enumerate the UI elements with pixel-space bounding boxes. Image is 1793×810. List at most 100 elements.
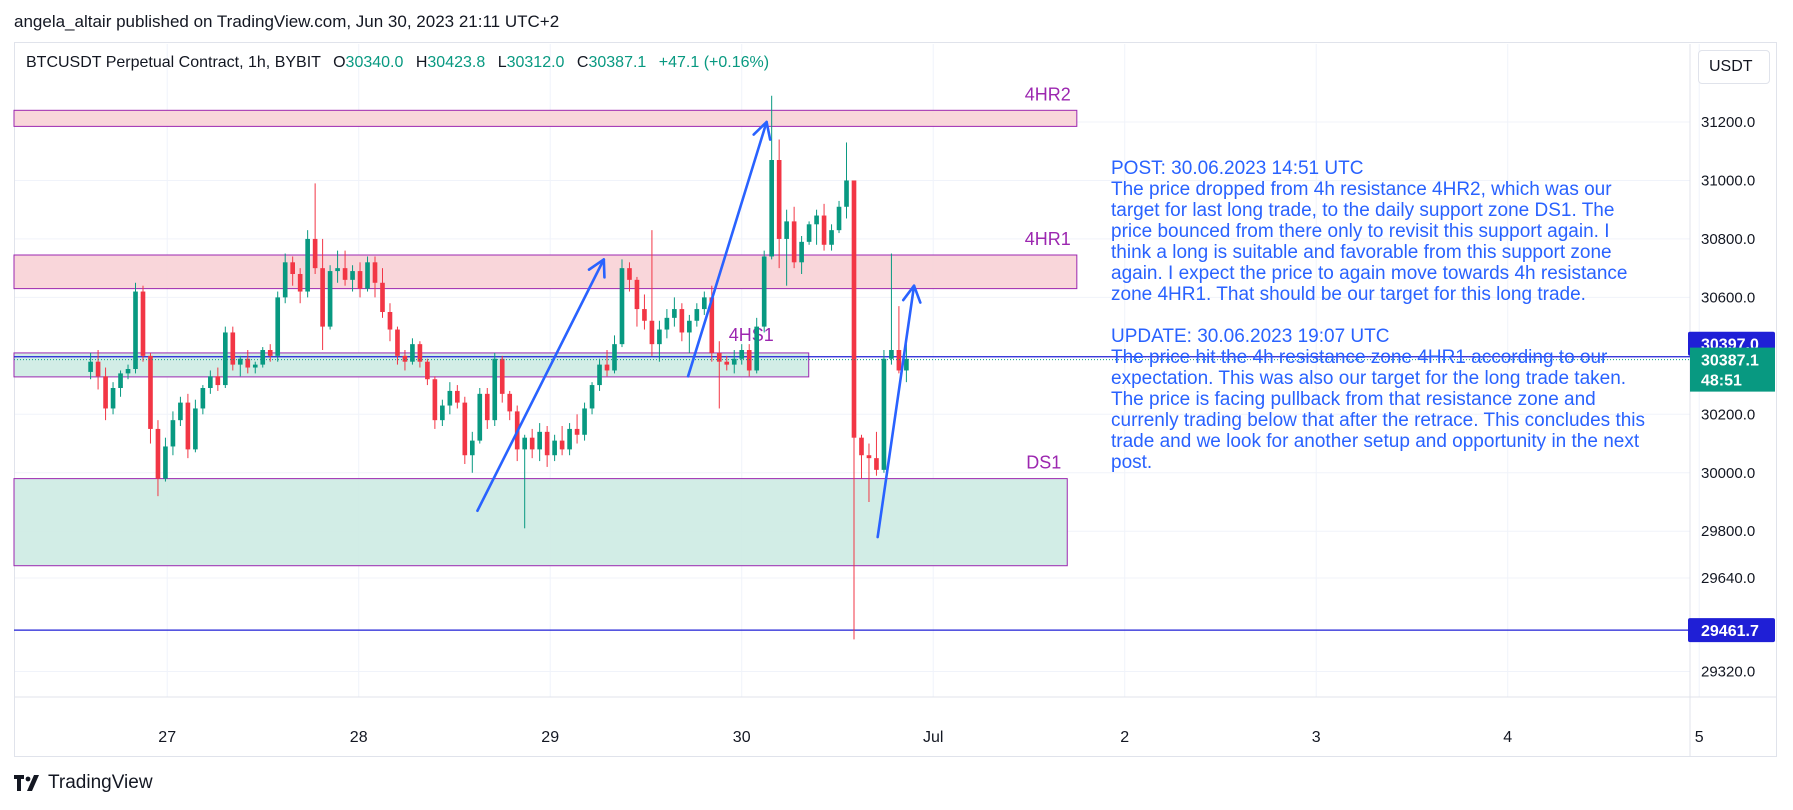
currency-selector[interactable]: USDT — [1698, 50, 1770, 84]
zone-label-4hs1: 4HS1 — [729, 325, 774, 345]
price-tick-label: 29320.0 — [1701, 664, 1755, 681]
low-value: 30312.0 — [506, 54, 565, 71]
candle-body — [776, 160, 782, 239]
candle-body — [170, 420, 176, 447]
candle-body — [559, 440, 565, 450]
candle-body — [499, 358, 505, 394]
candle-body — [372, 262, 378, 283]
tradingview-logo[interactable]: TradingView — [14, 772, 153, 794]
price-tick-label: 29800.0 — [1701, 523, 1755, 540]
time-tick-label: 4 — [1503, 729, 1512, 746]
candle-body — [402, 355, 408, 362]
symbol-title: BTCUSDT Perpetual Contract, 1h, BYBIT — [26, 54, 321, 71]
candle-body — [215, 376, 221, 386]
candle-body — [297, 274, 303, 292]
zone-4hr1 — [13, 254, 1078, 290]
candle-body — [425, 361, 430, 380]
candle-body — [484, 393, 490, 421]
candle-body — [455, 390, 460, 403]
candle-body — [597, 364, 602, 386]
candle-body — [799, 241, 804, 263]
candle-body — [567, 428, 572, 450]
candle-body — [582, 408, 587, 435]
candle-body — [881, 358, 887, 470]
candle-body — [604, 364, 610, 371]
candle-body — [529, 437, 535, 450]
candle-body — [537, 431, 542, 450]
candle-body — [739, 350, 745, 359]
publisher-line: angela_altair published on TradingView.c… — [14, 12, 560, 31]
candle-body — [103, 376, 108, 409]
candle-body — [746, 350, 752, 371]
candle-body — [687, 320, 692, 333]
price-line-label: 29461.7 — [1701, 623, 1759, 640]
candle-body — [701, 297, 707, 310]
candle-body — [312, 238, 318, 269]
price-tick-label: 31200.0 — [1701, 114, 1755, 131]
candle-body — [836, 206, 842, 231]
candle-body — [163, 446, 168, 479]
candle-body — [791, 221, 797, 263]
candle-body — [140, 291, 146, 356]
candle-body — [851, 180, 857, 438]
chart-frame — [14, 42, 1777, 757]
time-tick-label: 28 — [350, 729, 368, 746]
candle-body — [716, 352, 722, 362]
trend-arrow — [686, 120, 768, 378]
candle-body — [619, 268, 625, 345]
trend-arrow — [476, 258, 606, 513]
open-value: 30340.0 — [345, 54, 404, 71]
trend-arrow-head — [752, 120, 772, 141]
symbol-legend: BTCUSDT Perpetual Contract, 1h, BYBIT O3… — [26, 54, 769, 72]
tradingview-brand: TradingView — [48, 772, 153, 793]
candle-body — [679, 309, 685, 333]
candle-body — [178, 402, 183, 421]
candle-body — [193, 408, 198, 450]
candle-body — [365, 262, 370, 289]
trend-arrow — [876, 284, 916, 539]
update-note: UPDATE: 30.06.2023 19:07 UTC The price h… — [1111, 326, 1646, 473]
candle-body — [148, 355, 153, 429]
candle-body — [477, 393, 483, 441]
time-tick-label: 29 — [541, 729, 559, 746]
candle-body — [133, 291, 138, 369]
candle-body — [200, 388, 206, 409]
candle-body — [155, 428, 161, 479]
candle-body — [432, 379, 438, 421]
zone-label-4hr2: 4HR2 — [1025, 84, 1071, 104]
trend-arrow-head — [587, 258, 606, 279]
time-tick-label: 2 — [1120, 729, 1129, 746]
candle-body — [896, 350, 902, 371]
candle-body — [267, 350, 273, 356]
candle-body — [649, 320, 655, 345]
last-price-tag — [1690, 347, 1775, 392]
candle-body — [208, 376, 213, 388]
close-value: 30387.1 — [588, 54, 647, 71]
candle-body — [380, 282, 385, 312]
candle-body — [88, 361, 93, 372]
candle-body — [260, 350, 266, 365]
candle-body — [761, 256, 767, 327]
candle-body — [222, 332, 228, 386]
candle-body — [395, 329, 400, 356]
candle-body — [110, 388, 116, 409]
high-label: H — [415, 54, 428, 71]
candle-body — [230, 332, 236, 365]
zone-ds1 — [13, 478, 1068, 567]
change-value: +47.1 (+0.16%) — [658, 54, 770, 71]
candle-body — [462, 402, 468, 456]
candle-body — [806, 224, 812, 242]
candle-body — [118, 373, 123, 388]
candle-body — [252, 364, 258, 368]
candle-body — [754, 326, 760, 371]
candle-body — [784, 221, 789, 239]
candle-body — [320, 268, 325, 327]
candle-body — [507, 393, 513, 412]
candle-body — [522, 437, 528, 450]
time-tick-label: 3 — [1312, 729, 1321, 746]
candle-body — [440, 405, 445, 421]
candle-body — [237, 358, 243, 365]
price-line-tag — [1688, 618, 1775, 643]
candle-body — [185, 402, 191, 450]
